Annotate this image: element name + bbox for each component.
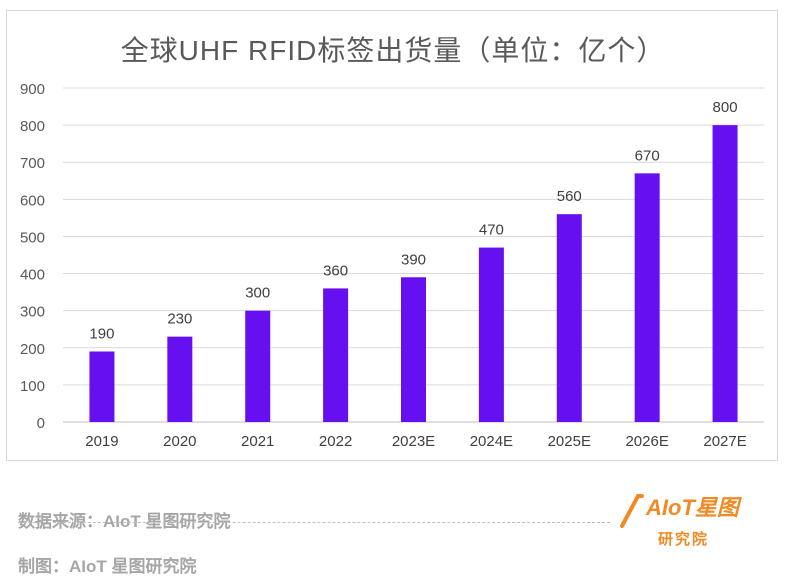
data-label: 190 bbox=[89, 325, 114, 342]
bar bbox=[556, 214, 582, 422]
y-tick-label: 600 bbox=[20, 192, 45, 209]
data-label: 560 bbox=[557, 188, 582, 205]
logo-text: AIoT星图 bbox=[646, 495, 739, 520]
bar bbox=[478, 247, 504, 422]
data-label: 800 bbox=[713, 99, 738, 116]
bar bbox=[712, 125, 738, 422]
bar bbox=[323, 288, 349, 422]
bar bbox=[245, 310, 271, 422]
y-tick-label: 500 bbox=[20, 229, 45, 246]
y-tick-label: 900 bbox=[20, 81, 45, 98]
bar bbox=[634, 173, 660, 422]
logo-subtext: 研究院 bbox=[658, 531, 710, 548]
y-tick-label: 300 bbox=[20, 304, 45, 321]
x-tick-label: 2027E bbox=[703, 433, 746, 450]
x-tick-label: 2022 bbox=[319, 433, 352, 450]
x-tick-label: 2021 bbox=[241, 433, 274, 450]
logo-mark-icon bbox=[620, 494, 644, 528]
x-tick-label: 2019 bbox=[85, 433, 118, 450]
x-tick-label: 2020 bbox=[163, 433, 196, 450]
credit-text: 制图：AIoT 星图研究院 bbox=[18, 557, 197, 576]
bar bbox=[89, 351, 115, 422]
x-tick-label: 2023E bbox=[392, 433, 435, 450]
brand-logo: AIoT星图 研究院 bbox=[618, 490, 748, 550]
bar-chart: 0 100 200 300 400 500 600 700 800 900 190 2019 230 20… bbox=[20, 81, 764, 450]
data-label: 670 bbox=[635, 147, 660, 164]
y-tick-label: 700 bbox=[20, 155, 45, 172]
source-text: 数据来源：AIoT 星图研究院 bbox=[18, 512, 231, 531]
data-label: 300 bbox=[245, 285, 270, 302]
data-label: 390 bbox=[401, 251, 426, 268]
y-tick-label: 100 bbox=[20, 378, 45, 395]
y-tick-label: 400 bbox=[20, 267, 45, 284]
y-tick-label: 0 bbox=[37, 415, 45, 432]
divider bbox=[18, 522, 610, 523]
x-tick-label: 2026E bbox=[625, 433, 668, 450]
chart-title: 全球UHF RFID标签出货量（单位：亿个） bbox=[120, 35, 666, 66]
y-tick-label: 800 bbox=[20, 118, 45, 135]
data-label: 470 bbox=[479, 222, 504, 239]
data-label: 230 bbox=[167, 311, 192, 328]
bar bbox=[401, 277, 426, 422]
x-tick-label: 2024E bbox=[470, 433, 513, 450]
y-tick-label: 200 bbox=[20, 341, 45, 358]
x-tick-label: 2025E bbox=[548, 433, 591, 450]
chart-frame: 全球UHF RFID标签出货量（单位：亿个） 0 100 200 300 400 500 6… bbox=[6, 10, 778, 461]
data-label: 360 bbox=[323, 262, 348, 279]
bar bbox=[167, 336, 193, 422]
